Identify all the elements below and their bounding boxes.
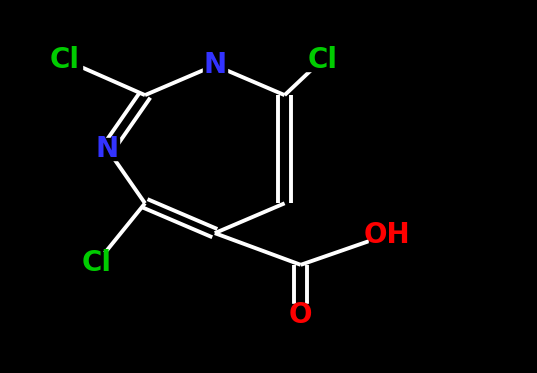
Bar bbox=[289, 304, 313, 326]
Bar bbox=[47, 48, 82, 71]
Bar bbox=[96, 138, 120, 160]
Bar bbox=[305, 48, 340, 71]
Text: Cl: Cl bbox=[307, 46, 337, 74]
Text: N: N bbox=[96, 135, 119, 163]
Bar bbox=[79, 252, 114, 274]
Text: N: N bbox=[203, 51, 227, 79]
Text: Cl: Cl bbox=[49, 46, 79, 74]
Text: OH: OH bbox=[364, 221, 410, 249]
Bar bbox=[203, 54, 227, 76]
Text: O: O bbox=[289, 301, 313, 329]
Text: Cl: Cl bbox=[82, 249, 112, 277]
Bar bbox=[369, 224, 404, 246]
